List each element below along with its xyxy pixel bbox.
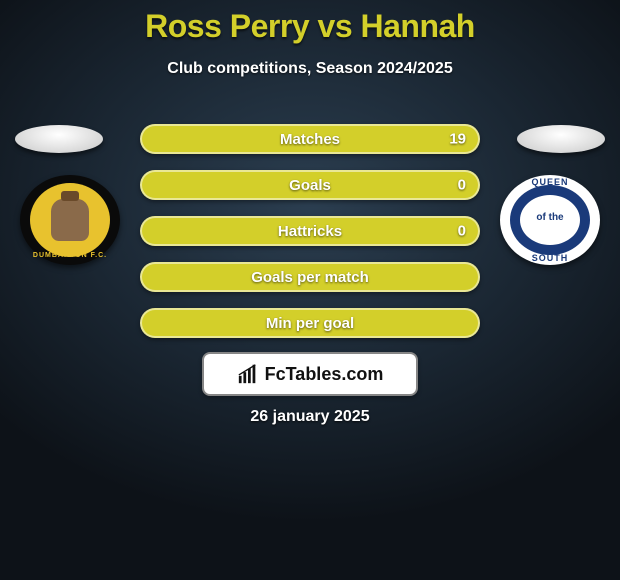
club-badge-right-mid: of the — [500, 212, 600, 223]
player-left-avatar-placeholder — [15, 125, 103, 153]
stat-row-matches: Matches 19 — [140, 124, 480, 154]
stat-label: Matches — [280, 131, 340, 148]
club-badge-left-text: DUMBARTON F.C. — [20, 252, 120, 259]
stat-label: Hattricks — [278, 223, 342, 240]
stat-right-value: 19 — [449, 131, 466, 148]
page-title: Ross Perry vs Hannah — [0, 8, 620, 45]
stat-right-value: 0 — [458, 223, 466, 240]
stat-row-min-per-goal: Min per goal — [140, 308, 480, 338]
stat-row-hattricks: Hattricks 0 — [140, 216, 480, 246]
club-badge-right-bottom: SOUTH — [500, 253, 600, 263]
stat-label: Goals — [289, 177, 331, 194]
stat-row-goals: Goals 0 — [140, 170, 480, 200]
club-badge-left: DUMBARTON F.C. — [20, 175, 120, 265]
infographic-root: Ross Perry vs Hannah Club competitions, … — [0, 0, 620, 580]
club-badge-right: QUEEN of the SOUTH — [500, 175, 600, 265]
brand-name: FcTables.com — [265, 364, 384, 385]
brand-box: FcTables.com — [202, 352, 418, 396]
bar-chart-icon — [237, 363, 259, 385]
stat-right-value: 0 — [458, 177, 466, 194]
elephant-icon — [51, 199, 89, 241]
club-badge-left-inner — [30, 183, 110, 257]
date-text: 26 january 2025 — [0, 408, 620, 426]
page-subtitle: Club competitions, Season 2024/2025 — [0, 60, 620, 78]
stat-label: Min per goal — [266, 315, 354, 332]
stats-list: Matches 19 Goals 0 Hattricks 0 Goals per… — [140, 124, 480, 354]
player-right-avatar-placeholder — [517, 125, 605, 153]
stat-row-goals-per-match: Goals per match — [140, 262, 480, 292]
stat-label: Goals per match — [251, 269, 369, 286]
